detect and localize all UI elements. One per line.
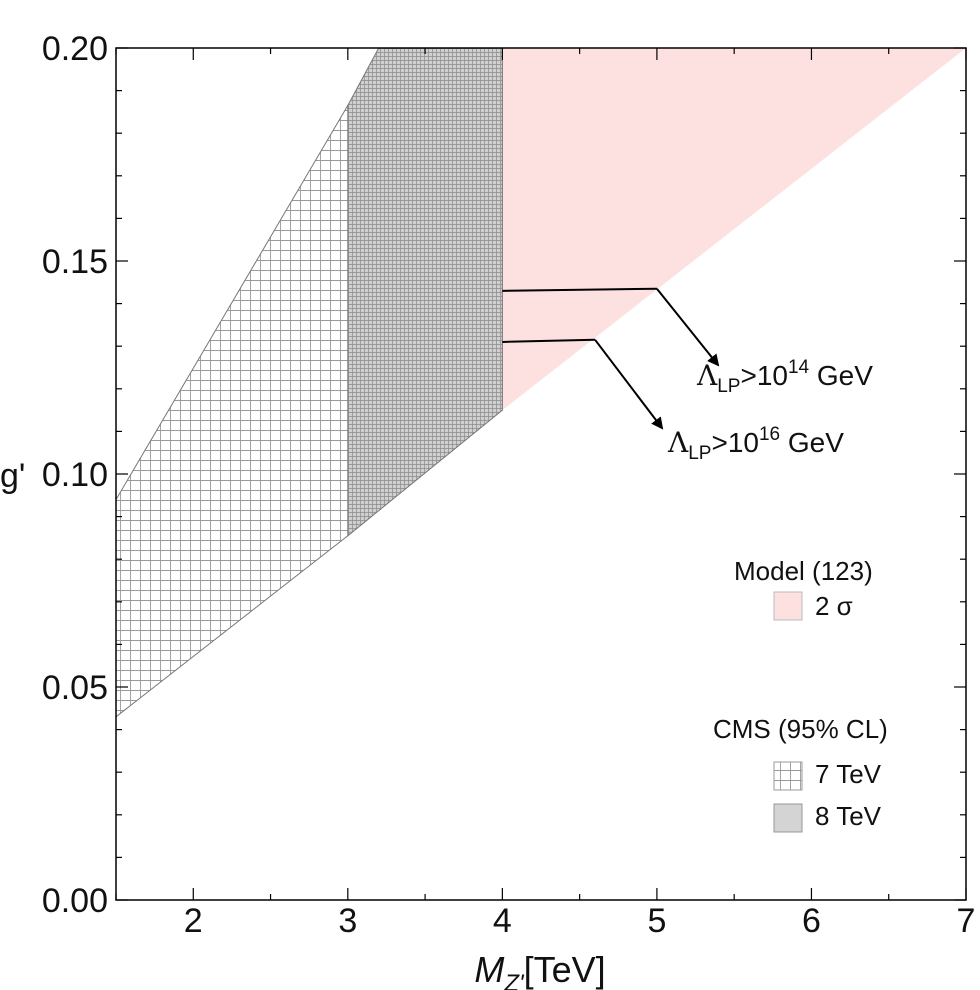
x-tick-label: 6 <box>802 902 821 940</box>
annotation-label-lambda-14: ΛLP>1014 GeV <box>696 357 873 397</box>
x-tick-label: 3 <box>338 902 357 940</box>
annotation-arrow-2 <box>594 339 664 430</box>
y-tick-label: 0.15 <box>42 243 108 281</box>
y-axis-label: g' <box>0 457 25 495</box>
legend-title-model: Model (123) <box>734 556 873 586</box>
legend-label-7tev: 7 TeV <box>815 759 882 789</box>
y-tick-label: 0.00 <box>42 882 108 920</box>
legend-label-2sigma: 2 σ <box>815 591 853 621</box>
legend-swatch-2sigma <box>773 591 803 621</box>
legend: Model (123) 2 σ CMS (95% CL) 7 TeV 8 TeV <box>713 556 888 833</box>
region-cms-8-tev <box>347 48 503 537</box>
x-tick-label: 5 <box>647 902 666 940</box>
annotation-label-lambda-16: ΛLP>1016 GeV <box>667 424 844 464</box>
y-tick-label: 0.05 <box>42 669 108 707</box>
legend-swatch-7tev <box>773 761 803 791</box>
legend-swatch-8tev <box>773 803 803 833</box>
legend-label-8tev: 8 TeV <box>815 801 882 831</box>
annotation-arrow-1 <box>656 288 720 367</box>
region-model-123-2- <box>502 48 966 411</box>
annotation-line-2 <box>502 338 596 343</box>
legend-title-cms: CMS (95% CL) <box>713 714 888 744</box>
y-tick-label: 0.10 <box>42 456 108 494</box>
x-axis-label: MZ'[TeV] <box>474 949 605 990</box>
annotation-line-1 <box>502 287 657 292</box>
region-cms-7-tev <box>116 103 349 718</box>
x-tick-label: 4 <box>493 902 512 940</box>
x-tick-label: 7 <box>957 902 976 940</box>
y-tick-label: 0.20 <box>42 30 108 68</box>
x-tick-label: 2 <box>184 902 203 940</box>
